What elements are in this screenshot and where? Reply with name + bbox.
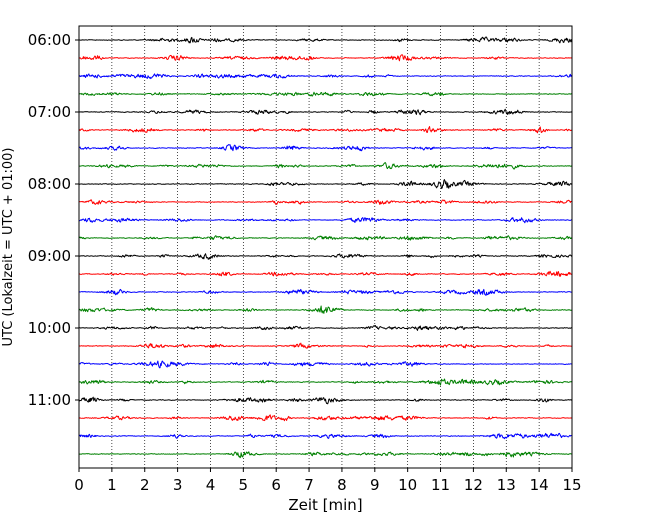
trace-0645 [78, 91, 573, 97]
y-axis-label: UTC (Lokalzeit = UTC + 01:00) [1, 148, 16, 347]
trace-0930 [78, 288, 573, 296]
trace-0800 [78, 179, 573, 189]
trace-0945 [78, 305, 573, 314]
trace-0700 [78, 108, 573, 116]
y-tick-label: 09:00 [28, 247, 71, 265]
x-tick-label: 1 [107, 476, 117, 494]
x-tick-label: 15 [562, 476, 581, 494]
trace-0815 [78, 199, 573, 205]
trace-0830 [78, 217, 573, 224]
x-tick-label: 9 [370, 476, 380, 494]
y-tick-label: 07:00 [28, 103, 71, 121]
x-tick-label: 5 [239, 476, 249, 494]
y-tick-label: 10:00 [28, 319, 71, 337]
trace-1115 [78, 414, 573, 422]
x-axis-ticks: 0 1 2 3 4 5 6 7 8 9 10 11 12 13 14 15 [74, 468, 582, 494]
x-tick-label: 10 [398, 476, 417, 494]
trace-1145 [78, 451, 573, 459]
trace-0900 [78, 253, 573, 260]
x-tick-label: 12 [464, 476, 483, 494]
plot-frame [78, 25, 573, 469]
trace-0715 [78, 126, 573, 134]
trace-0845 [78, 235, 573, 241]
trace-0615 [78, 54, 573, 62]
trace-1015 [78, 342, 573, 349]
trace-1030 [78, 360, 573, 369]
x-tick-label: 2 [140, 476, 150, 494]
trace-1130 [78, 432, 573, 440]
x-tick-label: 14 [530, 476, 549, 494]
y-tick-label: 08:00 [28, 175, 71, 193]
x-tick-label: 8 [337, 476, 347, 494]
trace-1045 [78, 378, 573, 386]
y-tick-label: 11:00 [28, 391, 71, 409]
traces [78, 36, 573, 459]
trace-0630 [78, 73, 573, 80]
x-tick-label: 6 [271, 476, 281, 494]
trace-1100 [78, 396, 573, 405]
trace-0600 [78, 36, 573, 44]
x-tick-label: 13 [497, 476, 516, 494]
y-tick-label: 06:00 [28, 31, 71, 49]
trace-0730 [78, 144, 573, 152]
trace-1000 [78, 324, 573, 331]
trace-0745 [78, 162, 573, 170]
x-tick-label: 4 [206, 476, 216, 494]
x-tick-label: 7 [304, 476, 314, 494]
trace-0915 [78, 270, 573, 277]
y-axis-ticks: 06:00 07:00 08:00 09:00 10:00 11:00 [28, 31, 79, 409]
x-tick-label: 3 [173, 476, 183, 494]
x-tick-label: 11 [431, 476, 450, 494]
x-axis-label: Zeit [min] [288, 496, 362, 514]
x-tick-label: 0 [74, 476, 84, 494]
